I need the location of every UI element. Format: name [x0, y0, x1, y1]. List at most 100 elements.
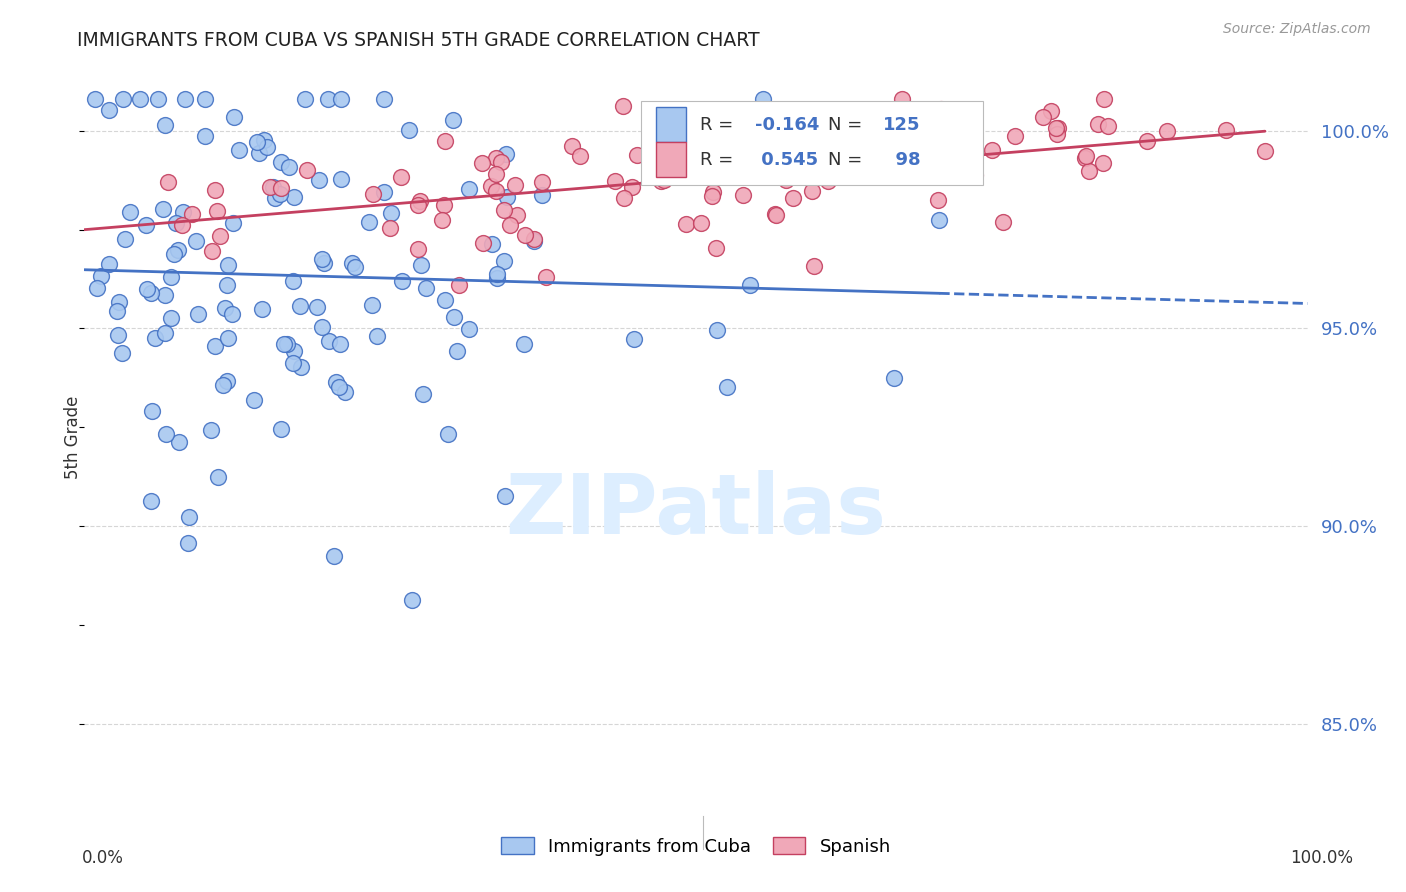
Point [929, 102, 952, 116]
Point [277, 161, 299, 175]
Point [485, 184, 508, 198]
Point [499, 218, 522, 232]
Point [177, 536, 200, 550]
Point [883, 151, 905, 165]
Point [135, 218, 157, 232]
Point [357, 215, 380, 229]
Point [765, 141, 787, 155]
Point [534, 269, 557, 284]
Point [323, 549, 346, 564]
Point [174, 92, 197, 106]
Point [283, 343, 305, 358]
Point [335, 384, 357, 399]
Point [141, 404, 163, 418]
Point [90, 268, 112, 283]
Point [378, 221, 401, 235]
Point [485, 167, 508, 181]
Point [228, 144, 250, 158]
Point [776, 161, 799, 176]
Point [246, 135, 269, 149]
Point [1215, 122, 1237, 136]
Point [1074, 151, 1097, 165]
Point [817, 174, 839, 188]
Point [716, 380, 738, 394]
Text: 98: 98 [883, 151, 921, 169]
Point [1004, 128, 1026, 143]
Point [605, 174, 627, 188]
Point [626, 147, 648, 161]
Point [270, 155, 292, 169]
Point [412, 387, 434, 401]
Point [308, 173, 330, 187]
Point [316, 92, 339, 106]
Point [506, 208, 529, 222]
Point [436, 427, 458, 442]
Point [471, 236, 494, 251]
Point [283, 190, 305, 204]
Text: -0.164: -0.164 [755, 116, 820, 134]
Point [481, 237, 503, 252]
Point [650, 174, 672, 188]
Point [180, 207, 202, 221]
Point [433, 134, 456, 148]
Point [294, 92, 316, 106]
Point [217, 277, 239, 292]
Point [825, 115, 848, 129]
Point [111, 345, 134, 359]
Point [782, 191, 804, 205]
Point [927, 193, 949, 207]
Point [311, 252, 333, 266]
Text: R =: R = [700, 151, 738, 169]
Point [494, 489, 516, 503]
Text: R =: R = [700, 116, 738, 134]
Point [153, 119, 176, 133]
Point [486, 267, 509, 281]
Point [993, 215, 1015, 229]
Point [693, 129, 716, 144]
Point [325, 375, 347, 389]
Point [276, 337, 298, 351]
Point [530, 188, 553, 202]
Point [946, 168, 969, 182]
Point [222, 216, 245, 230]
Point [786, 141, 808, 155]
Point [98, 103, 121, 117]
Point [415, 280, 437, 294]
Point [98, 257, 121, 271]
Point [837, 166, 859, 180]
Point [204, 339, 226, 353]
Point [523, 234, 546, 248]
Point [569, 148, 592, 162]
Point [775, 173, 797, 187]
Point [167, 435, 190, 450]
Point [207, 470, 229, 484]
Point [849, 127, 872, 141]
Point [512, 337, 534, 351]
Point [373, 92, 395, 106]
Point [170, 219, 193, 233]
Point [890, 92, 912, 106]
Point [157, 175, 180, 189]
Point [702, 185, 724, 199]
Point [207, 203, 229, 218]
Point [167, 243, 190, 257]
Point [492, 202, 515, 217]
Point [495, 146, 517, 161]
Point [908, 161, 931, 176]
Point [155, 427, 177, 442]
Point [731, 188, 754, 202]
Point [700, 189, 723, 203]
Point [800, 184, 823, 198]
Point [398, 122, 420, 136]
Point [449, 277, 471, 292]
Point [380, 206, 402, 220]
Point [391, 274, 413, 288]
Point [675, 217, 697, 231]
Point [153, 326, 176, 340]
Point [340, 255, 363, 269]
Point [153, 288, 176, 302]
Point [612, 98, 634, 112]
Point [256, 140, 278, 154]
Point [283, 355, 305, 369]
Point [1045, 121, 1067, 136]
